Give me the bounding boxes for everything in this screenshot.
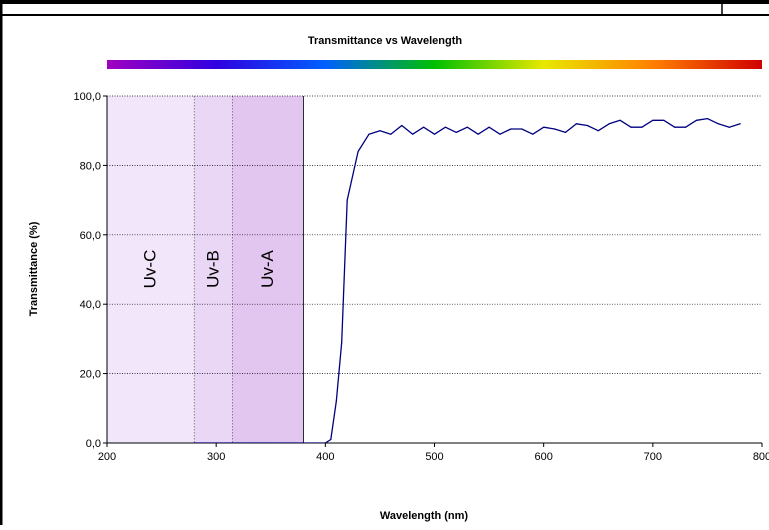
y-tick-label: 20,0 [80, 369, 101, 381]
data-point [695, 119, 698, 121]
uv-region-label: Uv-A [258, 249, 277, 287]
data-point [532, 133, 534, 135]
uv-region-uv-a [232, 96, 304, 443]
data-point [521, 128, 523, 130]
data-point [237, 442, 239, 443]
chart-title: Transmittance vs Wavelength [308, 35, 463, 47]
data-point [553, 128, 556, 130]
data-point [444, 126, 447, 128]
data-point [674, 126, 676, 128]
data-point [597, 130, 599, 132]
uv-region-label: Uv-B [203, 250, 222, 288]
data-point [564, 131, 567, 134]
data-point [663, 119, 665, 121]
data-point [226, 442, 228, 443]
data-point [330, 438, 332, 441]
data-point [390, 133, 392, 135]
data-point [248, 442, 250, 443]
data-point [455, 131, 457, 134]
x-tick-label: 600 [534, 451, 552, 463]
data-point [215, 442, 217, 443]
data-point [684, 126, 687, 128]
data-point [193, 442, 195, 443]
spectrum-bar [107, 60, 762, 69]
y-axis-label: Transmittance (%) [28, 221, 40, 316]
x-tick-label: 700 [644, 451, 662, 463]
data-point [341, 341, 343, 343]
x-axis-label: Wavelength (nm) [380, 510, 469, 522]
data-point [706, 117, 709, 120]
x-tick-label: 400 [316, 451, 334, 463]
x-axis-ticks: 200 300 400 500 600 700 800 [98, 443, 769, 463]
uv-regions: Uv-C Uv-B Uv-A [107, 96, 304, 443]
data-point [346, 199, 348, 201]
uv-region-label: Uv-C [141, 250, 160, 289]
x-tick-label: 300 [207, 451, 225, 463]
data-point [728, 126, 730, 128]
data-point [466, 126, 468, 128]
data-point [717, 123, 719, 125]
data-point [630, 126, 632, 128]
data-point [281, 442, 283, 443]
data-point [401, 124, 403, 127]
y-tick-label: 60,0 [80, 230, 101, 242]
data-point [510, 128, 512, 130]
series-layer [193, 117, 741, 443]
data-point [204, 442, 206, 443]
data-point [488, 126, 490, 128]
y-tick-label: 80,0 [80, 160, 101, 172]
data-point [652, 119, 654, 121]
y-tick-label: 40,0 [80, 299, 101, 311]
x-tick-label: 200 [98, 451, 116, 463]
data-point [477, 133, 479, 135]
data-point [422, 126, 425, 128]
data-point [313, 442, 316, 443]
data-point [608, 123, 610, 125]
x-tick-label: 800 [753, 451, 769, 463]
data-point [433, 133, 436, 135]
data-point [270, 442, 272, 443]
data-point [302, 442, 305, 443]
y-tick-label: 0,0 [86, 438, 101, 450]
y-tick-label: 100,0 [73, 91, 101, 103]
uv-region-uv-b [194, 96, 233, 443]
data-point [499, 133, 501, 135]
data-point [324, 442, 326, 443]
data-point [335, 400, 337, 402]
data-point [641, 126, 643, 128]
y-axis-ticks: 0,0 20,0 40,0 60,0 80,0 100,0 [73, 91, 107, 450]
uv-region-uv-c [107, 96, 195, 443]
data-point [619, 119, 621, 121]
x-tick-label: 500 [425, 451, 443, 463]
data-point [543, 126, 545, 128]
horizontal-gridlines [107, 95, 762, 374]
data-point [259, 442, 261, 443]
data-point [575, 123, 578, 125]
data-point [412, 133, 414, 135]
data-point [368, 133, 370, 135]
data-point [291, 442, 294, 443]
data-point [357, 150, 359, 153]
data-point [739, 123, 741, 125]
data-point [586, 124, 588, 127]
data-point [379, 130, 381, 132]
